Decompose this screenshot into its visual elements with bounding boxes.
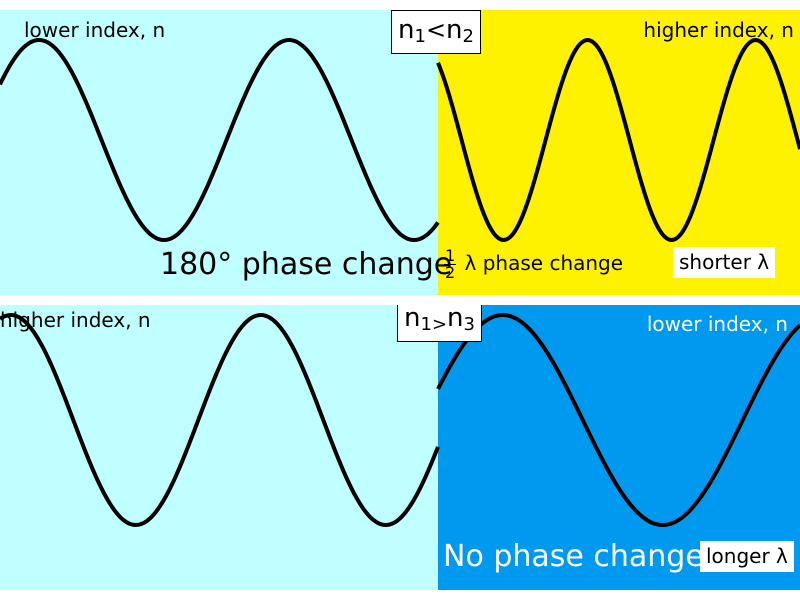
transmitted-wave-longer [436,313,800,527]
n1-symbol: n [398,15,415,45]
n2-symbol: n [446,15,463,45]
n3-subscript: 3 [463,314,475,335]
greater-than-operator: > [431,314,448,335]
bottom-left-label: higher index, n [0,308,151,332]
n1-subscript: 1 [414,26,426,47]
top-panel-reflection-denser: lower index, n higher index, n n1<n2 180… [0,10,800,295]
n3-symbol: n [447,305,464,333]
lambda-phase-change-text: λ phase change [464,251,624,275]
shorter-wavelength-label: shorter λ [673,247,776,278]
longer-wavelength-label: longer λ [700,541,794,572]
less-than-operator: < [425,16,447,44]
top-left-label: lower index, n [24,18,166,42]
top-left-medium [0,10,438,295]
top-right-label: higher index, n [643,18,794,42]
incident-wave-top [0,38,440,242]
fraction-denominator: 2 [445,263,456,282]
bottom-index-comparison: n1>n3 [397,305,482,342]
bottom-panel-reflection-rarer: higher index, n lower index, n n1>n3 No … [0,305,800,590]
top-index-comparison: n1<n2 [391,10,481,54]
bottom-left-medium [0,305,438,590]
incident-wave-bottom [0,313,440,527]
n1-symbol: n [404,305,421,333]
top-phase-change-label: 180° phase change [160,247,453,282]
bottom-sine-wave-icon [0,313,800,527]
n1-subscript: 1 [420,314,432,335]
top-sine-wave-icon [0,38,800,242]
one-half-fraction: 1 2 [444,246,457,282]
half-lambda-phase-change: 1 2 λ phase change [444,248,623,281]
n2-subscript: 2 [462,26,474,47]
bottom-right-label: lower index, n [646,312,788,336]
fraction-numerator: 1 [444,246,457,265]
transmitted-wave-shorter [436,38,800,242]
bottom-phase-change-label: No phase change [443,539,704,574]
